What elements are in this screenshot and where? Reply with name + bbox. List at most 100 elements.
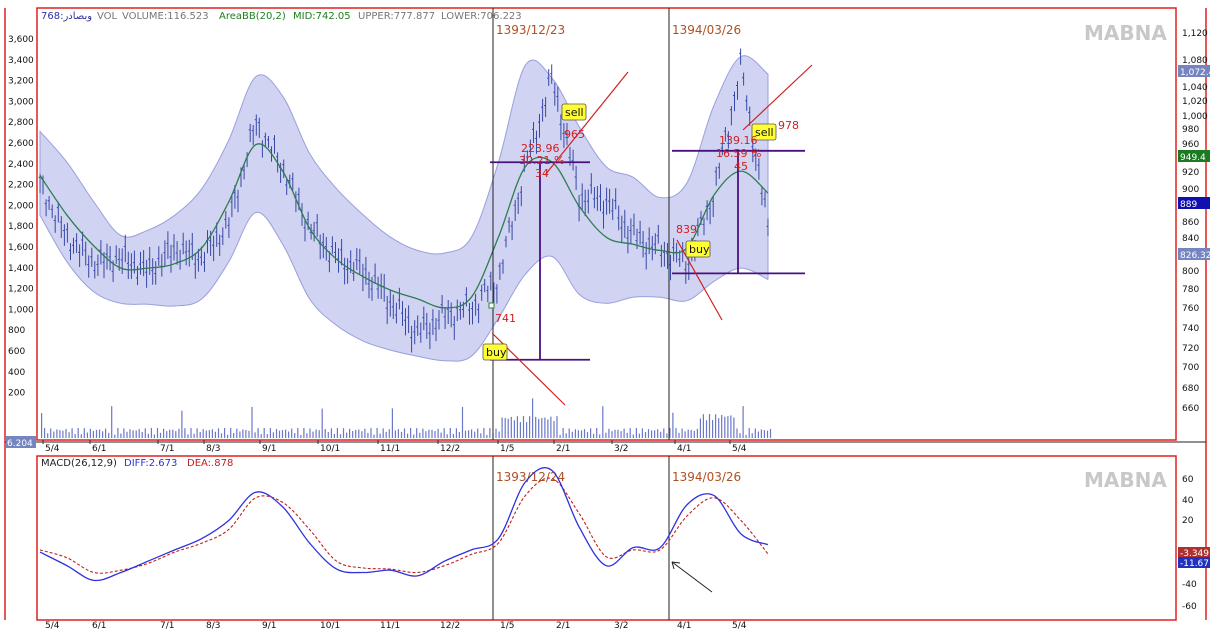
level-741-label: 741 bbox=[495, 312, 516, 325]
macd-marker-date-1: 1393/12/24 bbox=[496, 470, 565, 484]
volume-bar bbox=[159, 432, 162, 438]
volume-bar bbox=[281, 430, 284, 438]
macd-axis-tick: 60 bbox=[1182, 475, 1194, 485]
macd-value-tag: -11.67 bbox=[1178, 557, 1210, 569]
symbol-name: 768:وبصادر bbox=[41, 11, 92, 22]
volume-bar bbox=[138, 429, 140, 438]
buy-label-1-text: buy bbox=[486, 346, 507, 359]
volume-bar bbox=[294, 433, 296, 438]
volume-bar bbox=[486, 434, 488, 438]
volume-bar bbox=[102, 431, 104, 438]
volume-bar bbox=[123, 428, 125, 438]
volume-bar bbox=[339, 434, 342, 438]
volume-bar bbox=[144, 428, 146, 438]
right-price-tag-box bbox=[1178, 197, 1210, 209]
macd-x-tick: 4/1 bbox=[677, 621, 691, 631]
volume-value: VOLUME:116.523 bbox=[122, 11, 209, 22]
volume-bar bbox=[568, 428, 570, 438]
right-axis-tick: 740 bbox=[1182, 324, 1199, 334]
volume-bar bbox=[705, 420, 708, 438]
sell-label-1-box bbox=[561, 103, 587, 121]
volume-bar bbox=[562, 428, 564, 438]
macd-x-tick: 7/1 bbox=[160, 621, 174, 631]
volume-bar bbox=[736, 428, 738, 438]
buy-label-2[interactable]: buy bbox=[685, 240, 711, 258]
volume-bar bbox=[763, 430, 765, 438]
volume-bar bbox=[464, 430, 467, 438]
volume-bar bbox=[239, 431, 241, 438]
volume-bar bbox=[507, 418, 509, 438]
right-price-tag-box bbox=[1178, 150, 1210, 162]
volume-bar bbox=[638, 433, 640, 438]
volume-bar bbox=[663, 428, 665, 438]
sell-label-1[interactable]: sell bbox=[561, 103, 587, 121]
price-x-tick: 2/1 bbox=[556, 444, 570, 454]
volume-bar bbox=[751, 433, 753, 438]
volume-bar bbox=[236, 428, 238, 438]
bb-label: AreaBB(20,2) bbox=[219, 11, 286, 22]
volume-bar bbox=[443, 428, 445, 438]
macd-cross-arrow bbox=[671, 561, 713, 593]
volume-bar bbox=[532, 398, 534, 438]
volume-bar bbox=[693, 430, 695, 438]
volume-bar bbox=[330, 428, 332, 438]
right-axis-tick: 1,040 bbox=[1182, 83, 1208, 93]
right-axis-tick: 660 bbox=[1182, 404, 1199, 414]
volume-bar bbox=[519, 422, 521, 438]
bb-middle-line bbox=[39, 143, 769, 309]
price-x-tick: 12/2 bbox=[440, 444, 460, 454]
volume-bar bbox=[111, 406, 113, 438]
volume-bar bbox=[629, 428, 631, 438]
volume-bar bbox=[288, 431, 290, 438]
right-price-tag: 949.4 bbox=[1178, 150, 1210, 163]
price-x-tick: 1/5 bbox=[500, 444, 514, 454]
volume-bar bbox=[77, 428, 79, 438]
volume-bar bbox=[529, 416, 531, 438]
bb-upper-value: UPPER:777.877 bbox=[358, 11, 435, 22]
price-bars bbox=[38, 48, 769, 353]
volume-bar bbox=[254, 432, 256, 438]
left-readout-box bbox=[6, 436, 36, 448]
left-readout: 6.204 bbox=[6, 436, 36, 449]
macd-x-tick: 10/1 bbox=[320, 621, 340, 631]
buy-label-1-box bbox=[482, 343, 508, 361]
macd-axis-tick: 40 bbox=[1182, 496, 1194, 506]
volume-bar bbox=[196, 428, 198, 438]
volume-bar bbox=[214, 431, 216, 438]
volume-bar bbox=[242, 429, 244, 438]
volume-bar bbox=[510, 416, 512, 438]
volume-bar bbox=[553, 421, 555, 438]
volume-bar bbox=[702, 414, 704, 438]
right-price-tag: 889 bbox=[1178, 197, 1210, 210]
macd-value-tag-text: -11.67 bbox=[1180, 559, 1209, 569]
volume-bar bbox=[550, 416, 552, 438]
marker-date-2: 1394/03/26 bbox=[672, 23, 741, 37]
buy-arrow-2 bbox=[676, 239, 723, 321]
volume-bar bbox=[696, 428, 698, 438]
price-x-tick: 8/3 bbox=[206, 444, 220, 454]
volume-bar bbox=[147, 433, 149, 438]
left-axis-tick: 2,200 bbox=[8, 181, 34, 191]
macd-x-tick: 1/5 bbox=[500, 621, 514, 631]
left-axis-tick: 2,800 bbox=[8, 118, 34, 128]
volume-bar bbox=[590, 428, 592, 438]
macd-x-tick: 9/1 bbox=[262, 621, 276, 631]
left-axis-tick: 2,600 bbox=[8, 139, 34, 149]
volume-bar bbox=[62, 430, 64, 438]
left-axis-tick: 1,600 bbox=[8, 243, 34, 253]
volume-bar bbox=[376, 428, 378, 438]
volume-bar bbox=[522, 416, 525, 438]
volume-bar bbox=[596, 428, 598, 438]
volume-bar bbox=[56, 429, 58, 438]
sell-label-2[interactable]: sell bbox=[751, 123, 777, 141]
buy-label-1[interactable]: buy bbox=[482, 343, 508, 361]
price-x-tick: 3/2 bbox=[614, 444, 628, 454]
volume-bar bbox=[754, 428, 756, 438]
signal-square bbox=[488, 302, 495, 309]
macd-diff-line bbox=[39, 467, 769, 582]
volume-bar bbox=[468, 430, 470, 438]
right-axis-tick: 860 bbox=[1182, 218, 1199, 228]
volume-bar bbox=[333, 433, 335, 438]
volume-bar bbox=[327, 432, 329, 438]
